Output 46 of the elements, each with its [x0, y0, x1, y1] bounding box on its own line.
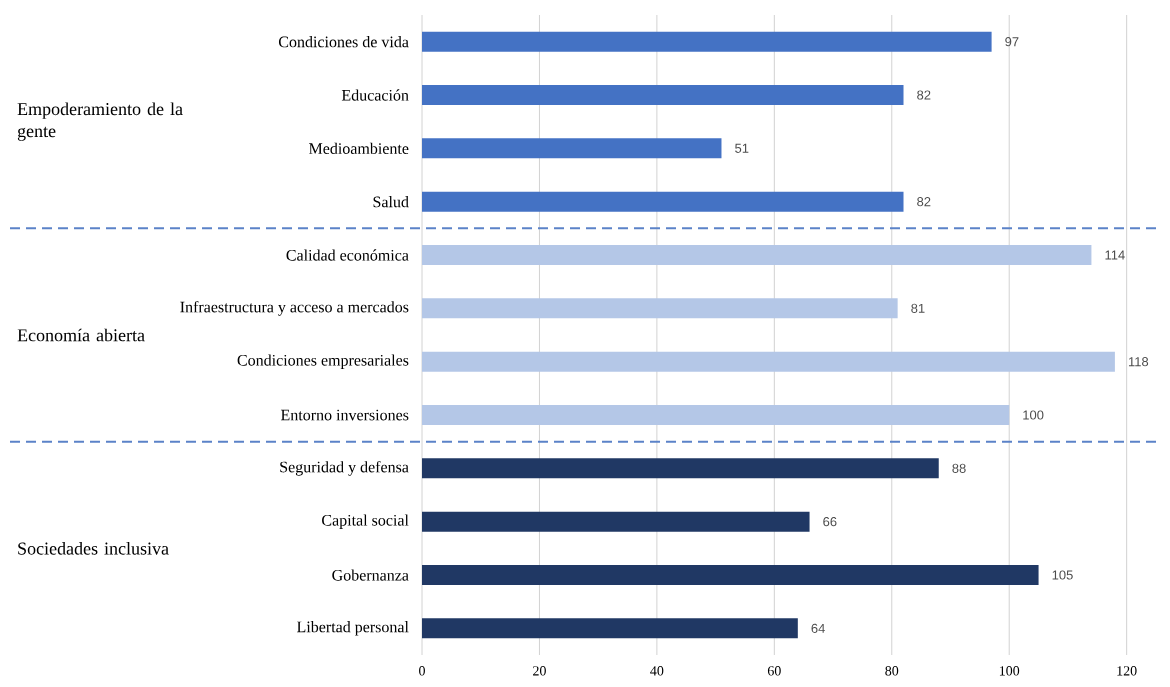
y-tick-label: Entorno inversiones	[280, 409, 409, 421]
bar	[422, 565, 1039, 586]
y-tick-label: Medioambiente	[309, 142, 409, 154]
data-label: 66	[823, 517, 837, 527]
y-tick-label: Salud	[373, 196, 409, 208]
data-label: 82	[917, 90, 931, 100]
x-tick-label: 120	[1117, 666, 1137, 676]
bar	[422, 138, 722, 159]
y-tick-label: Calidad económica	[286, 249, 409, 261]
x-tick-label: 20	[533, 666, 546, 676]
y-tick-label: Libertad personal	[297, 621, 409, 636]
data-label: 114	[1105, 250, 1125, 260]
y-tick-label: Seguridad y defensa	[280, 460, 409, 476]
x-tick-label: 60	[767, 666, 781, 676]
text: Sociedades inclusiva	[18, 542, 169, 555]
bar	[422, 618, 798, 639]
x-tick-label: 100	[999, 666, 1020, 676]
y-tick-label: Educación	[341, 89, 409, 101]
text: Empoderamiento de la gente	[17, 102, 183, 141]
data-label: 81	[911, 303, 925, 313]
data-label: 100	[1023, 410, 1044, 420]
y-tick-label: Condiciones de vida	[278, 36, 409, 48]
bar	[422, 31, 992, 52]
y-tick-label: Condiciones empresariales	[237, 354, 409, 369]
data-label: 64	[811, 623, 825, 633]
y-tick-label: Capital social	[322, 514, 409, 529]
y-tick-label: Infraestructura y acceso a mercados	[180, 300, 409, 316]
data-label: 97	[1005, 37, 1019, 47]
bar	[422, 191, 904, 212]
bar	[422, 511, 810, 532]
y-tick-label: Gobernanza	[332, 569, 409, 581]
bar	[422, 351, 1115, 372]
data-label: 51	[735, 143, 749, 153]
data-label: 118	[1128, 357, 1149, 367]
x-tick-label: 80	[885, 666, 899, 676]
bar	[422, 405, 1010, 426]
bar	[422, 458, 939, 479]
data-label: 105	[1052, 570, 1073, 580]
data-label: 88	[952, 463, 966, 473]
text: Economía abierta	[17, 328, 145, 342]
bar	[422, 245, 1092, 266]
bar	[422, 298, 898, 319]
x-tick-label: 0	[419, 666, 425, 676]
bar	[422, 85, 904, 106]
x-tick-label: 40	[650, 666, 664, 676]
data-label: 82	[917, 197, 931, 207]
